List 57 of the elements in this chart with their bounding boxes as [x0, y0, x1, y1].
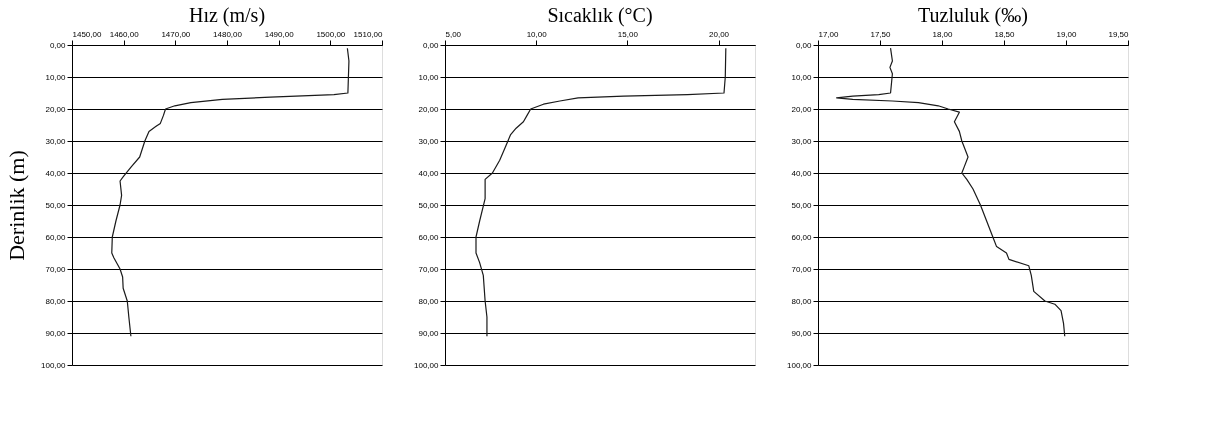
y-tick-label: 30,00	[418, 136, 440, 146]
y-tick-label: 20,00	[45, 104, 67, 114]
x-tick-label: 1460,00	[109, 29, 140, 39]
x-tick-label: 1480,00	[213, 29, 243, 39]
line-series	[475, 47, 727, 337]
y-tick-label: 90,00	[45, 328, 67, 338]
y-tick-label: 20,00	[791, 104, 813, 114]
x-tick-label: 10,00	[526, 29, 548, 39]
y-tick-label: 0,00	[49, 40, 67, 50]
x-tick-label: 17,50	[870, 29, 892, 39]
x-tick-label: 15,00	[617, 29, 639, 39]
x-tick-label: 19,00	[1056, 29, 1078, 39]
y-tick-label: 90,00	[418, 328, 440, 338]
x-tick-label: 1510,00	[353, 29, 384, 39]
y-tick-label: 30,00	[45, 136, 67, 146]
y-tick-label: 50,00	[45, 200, 67, 210]
x-tick-label: 18,50	[994, 29, 1016, 39]
chart-title: Hız (m/s)	[188, 4, 266, 27]
y-tick-label: 10,00	[45, 72, 67, 82]
y-tick-label: 10,00	[791, 72, 813, 82]
y-tick-label: 100,00	[414, 360, 440, 370]
y-tick-label: 60,00	[791, 232, 813, 242]
y-tick-label: 70,00	[418, 264, 440, 274]
y-tick-label: 80,00	[418, 296, 440, 306]
y-tick-label: 70,00	[791, 264, 813, 274]
x-tick-label: 1450,00	[72, 29, 102, 39]
y-tick-label: 50,00	[791, 200, 813, 210]
y-tick-label: 100,00	[787, 360, 813, 370]
y-tick-label: 40,00	[45, 168, 67, 178]
line-series	[111, 47, 350, 337]
y-tick-label: 20,00	[418, 104, 440, 114]
chart-title: Tuzluluk (‰)	[918, 4, 1028, 27]
x-tick-label: 1470,00	[161, 29, 191, 39]
x-tick-label: 1490,00	[264, 29, 295, 39]
y-tick-label: 100,00	[41, 360, 67, 370]
y-tick-label: 90,00	[791, 328, 813, 338]
x-tick-label: 20,00	[709, 29, 730, 39]
y-tick-label: 40,00	[791, 168, 813, 178]
y-tick-label: 40,00	[418, 168, 440, 178]
y-tick-label: 10,00	[418, 72, 440, 82]
x-tick-label: 17,00	[818, 29, 840, 39]
y-tick-label: 60,00	[418, 232, 440, 242]
y-tick-label: 70,00	[45, 264, 67, 274]
chart-title: Sıcaklık (°C)	[547, 4, 653, 27]
x-tick-label: 19,50	[1108, 29, 1130, 39]
line-series	[836, 47, 1066, 337]
y-tick-label: 50,00	[418, 200, 440, 210]
y-tick-label: 60,00	[45, 232, 67, 242]
x-tick-label: 18,00	[932, 29, 954, 39]
y-tick-label: 80,00	[791, 296, 813, 306]
y-tick-label: 80,00	[45, 296, 67, 306]
y-tick-label: 30,00	[791, 136, 813, 146]
y-axis-title: Derinlik (m)	[4, 150, 30, 261]
x-tick-label: 1500,00	[316, 29, 346, 39]
y-tick-label: 0,00	[795, 40, 813, 50]
x-tick-label: 5,00	[445, 29, 462, 39]
y-tick-label: 0,00	[422, 40, 440, 50]
